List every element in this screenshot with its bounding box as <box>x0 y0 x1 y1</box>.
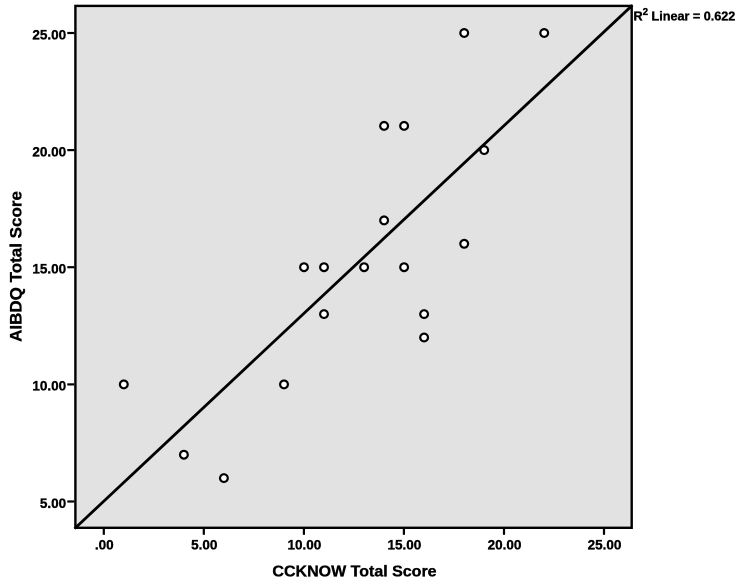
svg-text:.00: .00 <box>95 537 114 552</box>
svg-text:5.00: 5.00 <box>40 496 66 511</box>
svg-text:10.00: 10.00 <box>288 537 322 552</box>
svg-text:20.00: 20.00 <box>488 537 522 552</box>
svg-text:AIBDQ Total Score: AIBDQ Total Score <box>7 191 26 342</box>
svg-text:15.00: 15.00 <box>388 537 422 552</box>
svg-text:10.00: 10.00 <box>32 379 66 394</box>
svg-text:25.00: 25.00 <box>588 537 622 552</box>
svg-text:15.00: 15.00 <box>32 262 66 277</box>
svg-text:5.00: 5.00 <box>191 537 217 552</box>
svg-text:CCKNOW Total Score: CCKNOW Total Score <box>272 564 436 581</box>
svg-text:25.00: 25.00 <box>32 27 66 42</box>
svg-text:20.00: 20.00 <box>32 144 66 159</box>
svg-text:R2 Linear = 0.622: R2 Linear = 0.622 <box>634 7 736 24</box>
